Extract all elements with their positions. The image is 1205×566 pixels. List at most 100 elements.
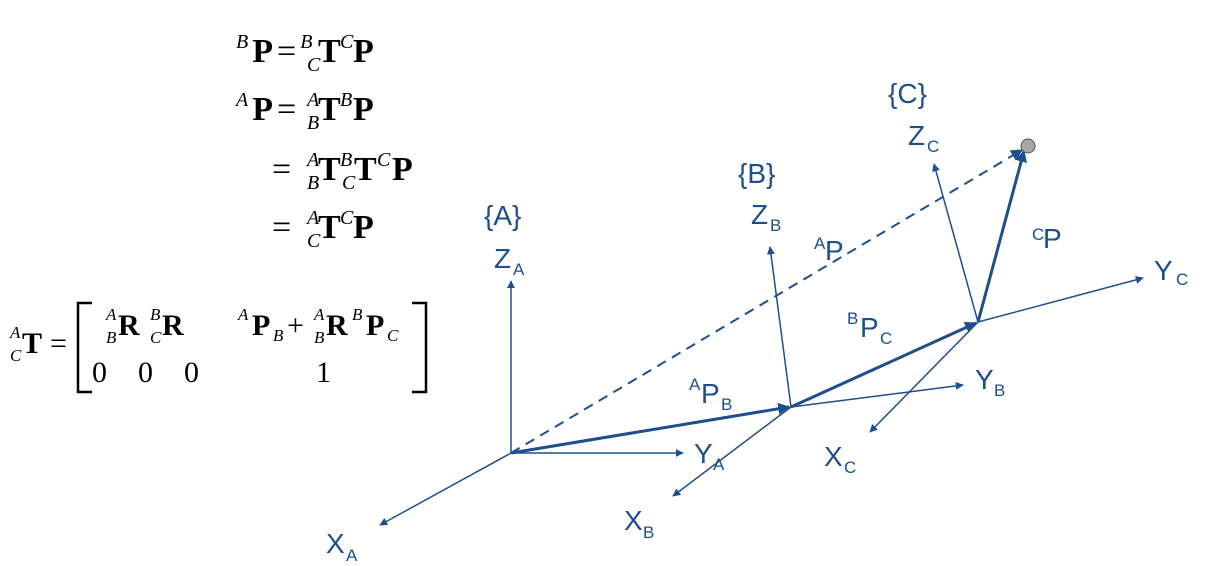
frame-b-x-label: X (624, 505, 643, 536)
equation-2: A P = (234, 89, 296, 128)
frame-a-y-label: Y (694, 438, 713, 469)
eq3-t2-subscript: C (342, 172, 356, 194)
eq1-p-superscript: C (340, 31, 354, 53)
eq2-lhs-superscript: A (234, 89, 249, 111)
frame-b-x-subscript: B (643, 523, 654, 542)
vector-a-p-dashed (510, 149, 1024, 454)
eq2-equals-sign: = (277, 91, 296, 128)
vector-a-p-b (510, 402, 791, 455)
position-vectors (510, 149, 1027, 455)
equation-list: B P = B C T C P A P = A B T B P = A B T … (234, 31, 413, 252)
vector-ap-label: P (825, 235, 844, 266)
eq3-first-transform-symbol: T (318, 151, 341, 188)
matrix-plus-sign: + (287, 309, 304, 342)
matrix-r2-superscript: B (150, 305, 161, 324)
frame-c-y-axis (977, 275, 1144, 323)
matrix-r3-subscript: B (314, 328, 325, 347)
vector-apb-superscript: A (689, 375, 701, 394)
matrix-lhs-subscript: C (10, 346, 22, 365)
vector-apb-subscript: B (721, 395, 732, 414)
frame-a-y-subscript: A (713, 455, 725, 474)
eq1-lhs-superscript: B (236, 31, 248, 53)
eq3-point-symbol: P (392, 151, 413, 188)
frame-a (379, 280, 684, 526)
matrix-rotation-b-c: R (162, 309, 184, 342)
eq4-equals-sign: = (272, 209, 291, 246)
matrix-translation-b-c: P (366, 309, 384, 342)
matrix-r1-subscript: B (106, 328, 117, 347)
eq1-t-subscript: C (307, 54, 321, 76)
eq1-transform-symbol: T (318, 33, 341, 70)
matrix-p-superscript: A (237, 305, 249, 324)
matrix-zero-3: 0 (184, 356, 199, 389)
frame-b-y-axis (790, 381, 964, 408)
frame-b-name-label: {B} (738, 158, 775, 189)
frame-b-y-label: Y (975, 364, 994, 395)
eq3-p-superscript: C (377, 149, 391, 171)
vector-cp-superscript: C (1032, 225, 1044, 244)
eq4-transform-symbol: T (318, 209, 341, 246)
frame-c-y-subscript: C (1176, 270, 1188, 289)
eq1-point-symbol: P (353, 33, 374, 70)
frame-c-y-label: Y (1154, 255, 1173, 286)
eq1-lhs-symbol: P (252, 33, 273, 70)
frame-a-x-subscript: A (346, 546, 358, 565)
frame-c-z-label: Z (908, 120, 925, 151)
matrix-translation-a-b: P (252, 309, 270, 342)
matrix-r1-superscript: A (105, 305, 117, 324)
matrix-zero-2: 0 (138, 356, 153, 389)
matrix-left-bracket (76, 301, 92, 394)
vector-cp-label: P (1043, 223, 1062, 254)
point-p (1020, 138, 1036, 154)
matrix-p2-superscript: B (352, 305, 363, 324)
eq2-point-symbol: P (353, 91, 374, 128)
eq4-point-symbol: P (353, 209, 374, 246)
frame-a-z-subscript: A (513, 260, 525, 279)
eq2-lhs-symbol: P (252, 91, 273, 128)
frame-a-z-label: Z (494, 243, 511, 274)
frame-c-name-label: {C} (888, 78, 927, 109)
eq4-t-superscript: A (305, 207, 320, 229)
matrix-one: 1 (316, 356, 331, 389)
frame-a-name-label: {A} (484, 200, 521, 231)
eq2-t-superscript: A (305, 89, 320, 111)
eq2-t-subscript: B (307, 112, 319, 134)
vector-c-p (976, 149, 1027, 323)
frame-b-y-subscript: B (994, 381, 1005, 400)
matrix-equals-sign: = (50, 327, 67, 360)
eq3-t1-superscript: A (305, 149, 320, 171)
frame-b-z-subscript: B (770, 216, 781, 235)
matrix-r2-subscript: C (150, 328, 162, 347)
vector-bpc-superscript: B (847, 309, 858, 328)
matrix-lhs-transform-symbol: T (22, 327, 42, 360)
frame-b (672, 246, 964, 497)
frame-b-x-axis (672, 406, 792, 497)
equation-1: B P = B (236, 31, 312, 70)
vector-bpc-subscript: C (880, 329, 892, 348)
frame-c-x-axis (869, 321, 979, 433)
eq4-t-subscript: C (307, 230, 321, 252)
matrix-rotation-a-b-second: R (326, 309, 348, 342)
matrix-lhs-superscript: A (9, 323, 21, 342)
vector-apb-label: P (701, 378, 720, 409)
matrix-p-subscript: B (273, 326, 284, 345)
frame-c-x-subscript: C (844, 458, 856, 477)
frame-a-x-axis (379, 452, 512, 526)
matrix-rotation-a-b: R (118, 309, 140, 342)
eq2-p-superscript: B (340, 89, 352, 111)
eq3-t2-superscript: B (340, 149, 352, 171)
matrix-right-bracket (412, 301, 428, 394)
eq1-equals-sign: = (277, 33, 296, 70)
matrix-zero-1: 0 (92, 356, 107, 389)
vector-bpc-label: P (860, 312, 879, 343)
frame-b-z-axis (766, 246, 792, 408)
transform-matrix: A C T = A B R B C R A P B + A B R B P C … (9, 301, 428, 394)
eq1-t-superscript: B (300, 31, 312, 53)
eq3-equals-sign: = (272, 151, 291, 188)
frame-b-z-label: Z (751, 199, 768, 230)
eq4-p-superscript: C (340, 207, 354, 229)
diagram-labels: {A} Z A Y A X A {B} Z B Y B X B {C} Z C … (326, 78, 1188, 565)
frame-c-x-label: X (824, 441, 843, 472)
